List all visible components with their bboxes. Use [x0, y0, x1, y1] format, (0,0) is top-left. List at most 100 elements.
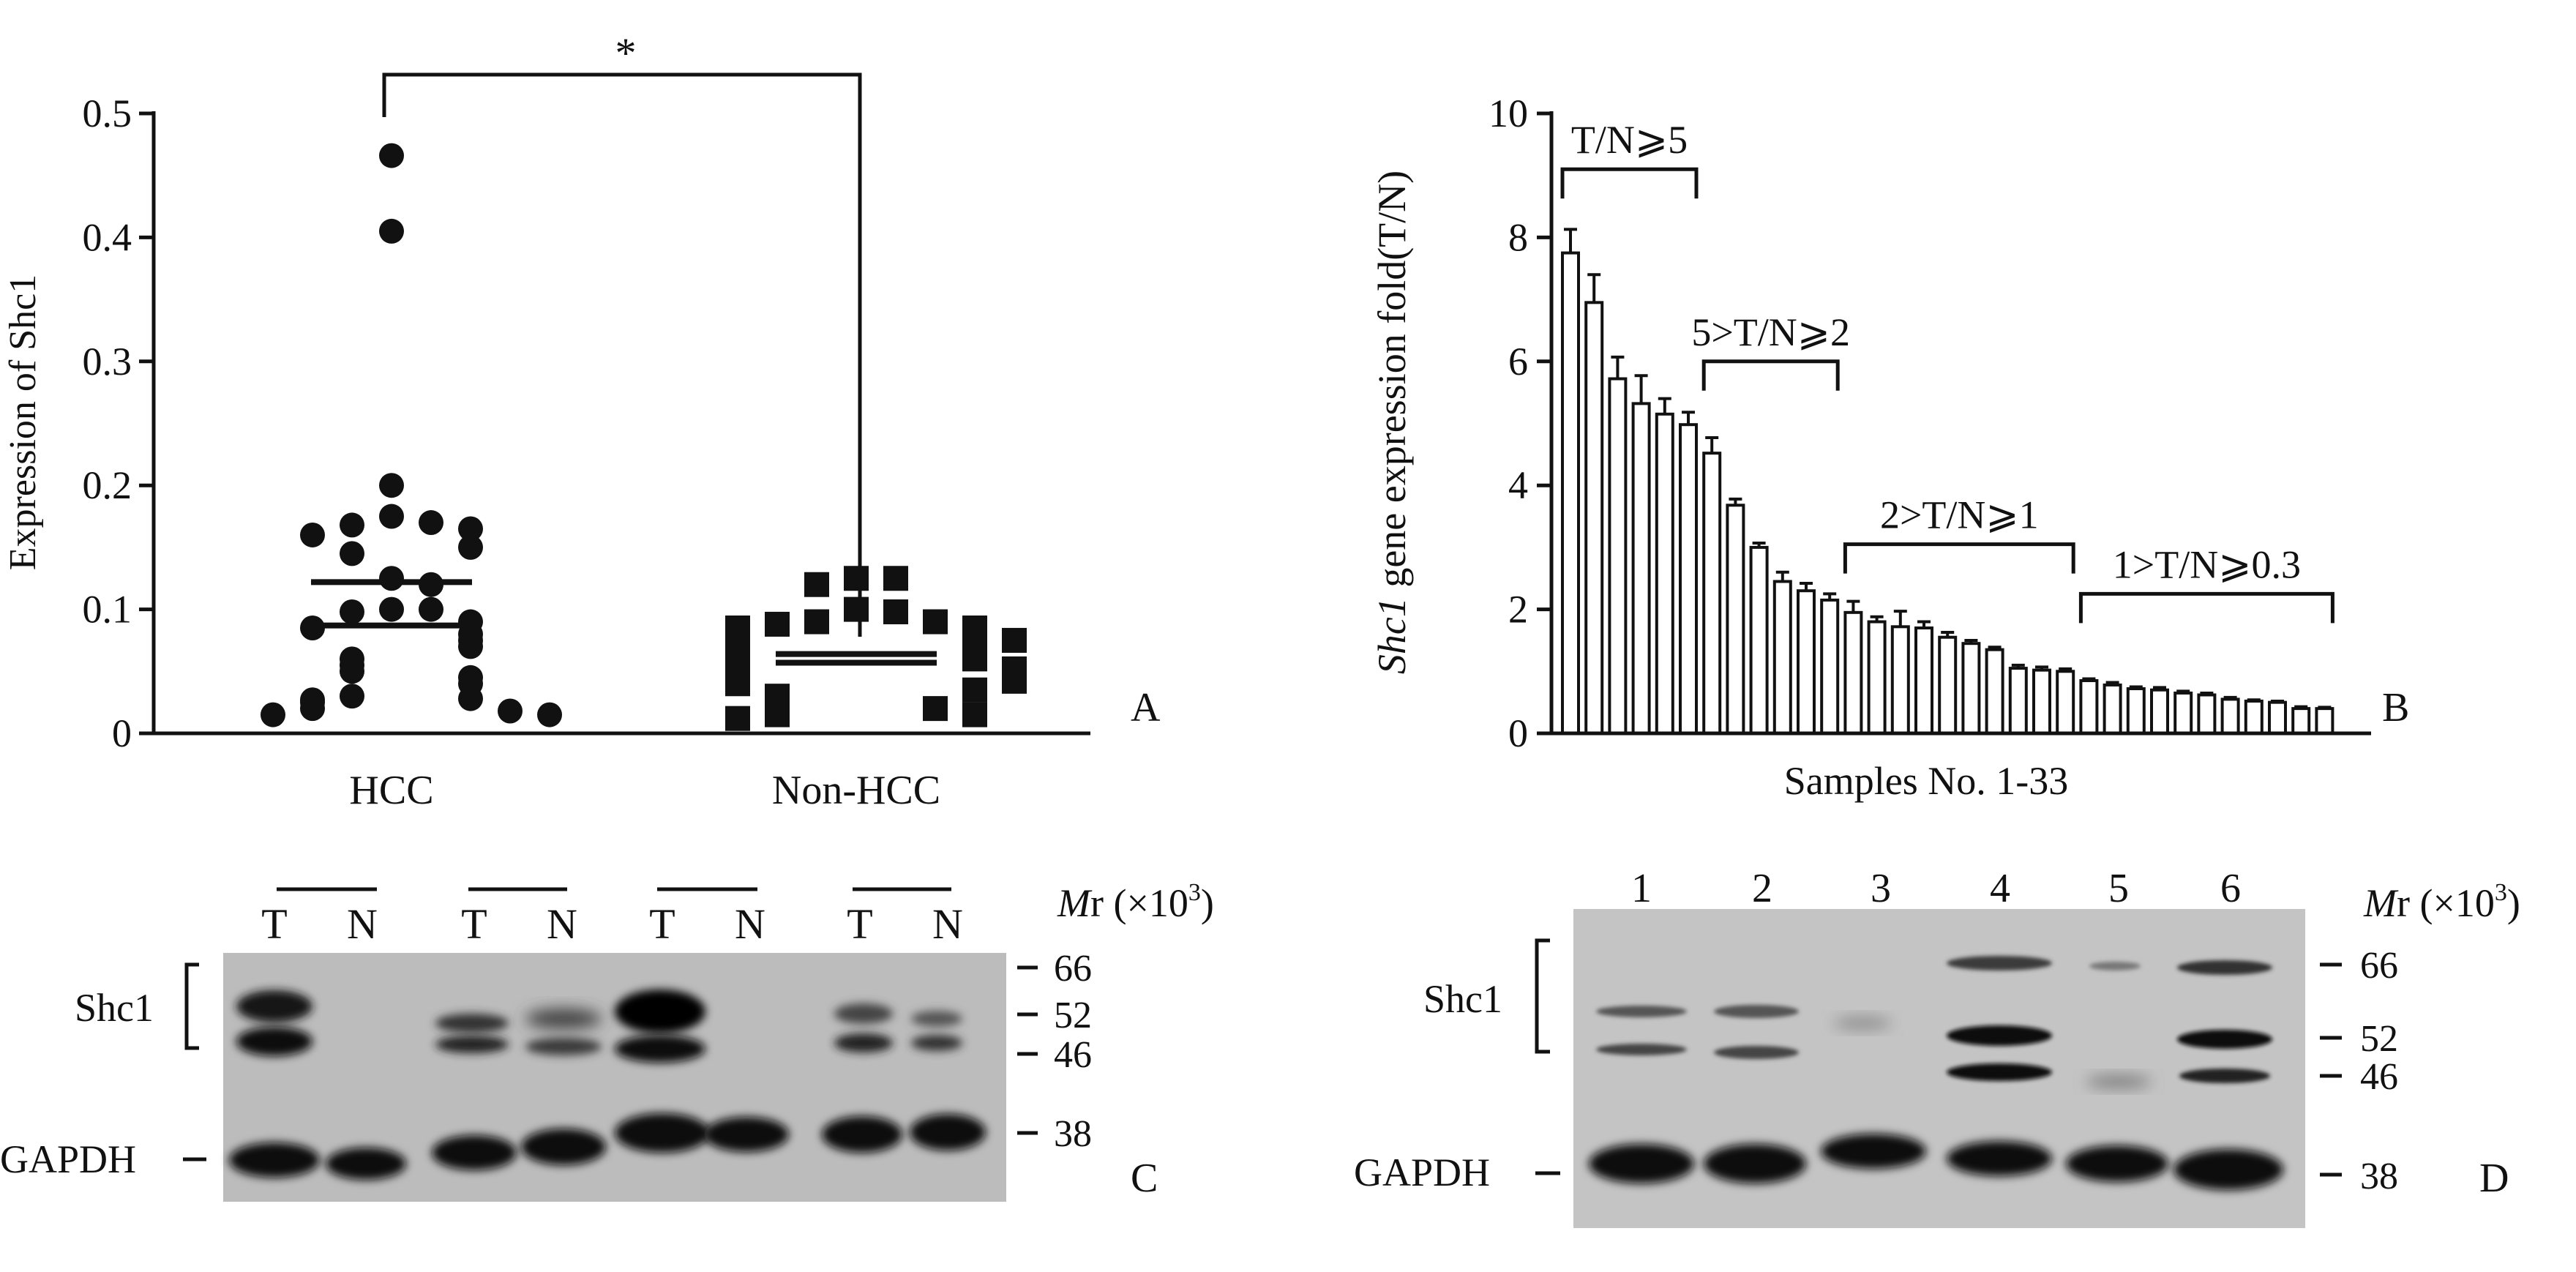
gapdh-band [432, 1135, 517, 1170]
data-point-hcc [340, 684, 364, 709]
bar [2008, 667, 2028, 735]
panel-d-letter: D [2479, 1156, 2509, 1201]
panel-a-letter: A [1131, 685, 1161, 730]
bar [1820, 598, 1840, 736]
bar [2056, 670, 2075, 735]
group-bracket-label: T/N⩾5 [1571, 118, 1688, 162]
gapdh-band [822, 1116, 902, 1153]
bar [2244, 699, 2264, 735]
band [911, 1035, 962, 1051]
panel-d: 1 2 3 4 5 6 Shc1 GAPDH 66 52 46 38 Mr (×… [1354, 866, 2520, 1228]
data-point-non-hcc [804, 572, 829, 597]
lane-label: 6 [2220, 866, 2241, 911]
data-point-hcc [300, 696, 325, 722]
data-point-hcc [458, 686, 483, 711]
band [1714, 1005, 1799, 1018]
blot-d-shc1-bracket [1535, 938, 1550, 1054]
y-tick-label: 2 [1508, 588, 1528, 632]
data-point-hcc [379, 218, 404, 244]
lane-label: T [461, 900, 487, 948]
bar [2291, 707, 2311, 735]
y-tick-label: 0.2 [83, 463, 132, 507]
y-tick-label: 8 [1508, 215, 1528, 259]
panel-a-mean-lines [311, 579, 937, 666]
y-tick-label: 4 [1508, 463, 1528, 507]
bar [2268, 700, 2287, 736]
data-point-non-hcc [725, 671, 750, 697]
blot-c-shc1-bracket [184, 962, 199, 1050]
y-tick-label: 0.5 [83, 91, 132, 135]
gapdh-band [1821, 1134, 1926, 1169]
bar [2126, 687, 2146, 735]
band [911, 1011, 962, 1027]
data-point-non-hcc [765, 702, 790, 727]
data-point-hcc [379, 473, 404, 498]
data-point-hcc [340, 541, 364, 566]
group-bracket-label: 1>T/N⩾0.3 [2113, 542, 2301, 586]
lane-label: 3 [1871, 866, 1891, 911]
panel-a-points [261, 143, 1027, 731]
lane-label: N [735, 900, 765, 948]
panel-c: T N T N T N T N Shc1 GAPDH 66 52 46 38 M… [0, 879, 1214, 1202]
bar [2079, 679, 2099, 736]
data-point-hcc [458, 634, 483, 659]
data-point-non-hcc [962, 702, 987, 727]
band [236, 990, 312, 1022]
panel-c-letter: C [1131, 1156, 1158, 1201]
mr-rest: r (×10 [2397, 881, 2495, 925]
lane-label: N [347, 900, 378, 948]
data-point-hcc [458, 534, 483, 560]
y-tick-label: 6 [1508, 340, 1528, 384]
bar [1631, 402, 1651, 735]
panel-b-x-label: Samples No. 1-33 [1784, 759, 2068, 803]
group-bracket-label: 2>T/N⩾1 [1880, 493, 2039, 537]
group-bracket-label: 5>T/N⩾2 [1691, 310, 1850, 354]
y-tick-label: 0.3 [83, 340, 132, 384]
bar [1985, 648, 2004, 736]
lane-label: 4 [1990, 866, 2010, 911]
bar [1914, 626, 1933, 736]
group-bracket [1560, 167, 1699, 199]
marker-label: 52 [2360, 1018, 2398, 1060]
data-point-non-hcc [923, 696, 948, 722]
bar [2032, 668, 2051, 736]
bar [1726, 504, 1745, 736]
bar [2220, 697, 2240, 735]
bar [2103, 683, 2122, 736]
bar [2174, 691, 2193, 736]
band [834, 1003, 893, 1024]
data-point-hcc [419, 596, 443, 622]
blot-c-shc1-label: Shc1 [75, 986, 154, 1030]
lane-label: 1 [1631, 866, 1652, 911]
panel-b-y-label: Shc1 gene expression fold(T/N) [1370, 171, 1414, 674]
marker-label: 46 [1054, 1034, 1092, 1076]
data-point-non-hcc [962, 646, 987, 672]
data-point-hcc [379, 596, 404, 622]
group-bracket [2078, 591, 2334, 624]
bar [1749, 545, 1769, 736]
band [834, 1033, 893, 1052]
data-point-non-hcc [962, 677, 987, 703]
lane-label: 2 [1752, 866, 1772, 911]
blot-d-gapdh-label: GAPDH [1354, 1151, 1490, 1194]
band [2089, 962, 2141, 970]
band [2086, 1076, 2152, 1088]
lane-label: T [649, 900, 675, 948]
significance-bracket [382, 72, 862, 637]
data-point-hcc [340, 512, 364, 538]
panel-b: 0 2 4 6 8 10 Shc1 gene expression fold(T/N) S… [1370, 91, 2409, 803]
y-tick-label: 0 [1508, 711, 1528, 755]
marker-label: 66 [1054, 948, 1092, 989]
blot-d-lane-labels: 1 2 3 4 5 6 [1631, 866, 2241, 911]
panel-b-brackets: T/N⩾5 5>T/N⩾2 2>T/N⩾1 1>T/N⩾0.3 [1560, 118, 2334, 624]
gapdh-band [1704, 1144, 1806, 1183]
data-point-hcc [379, 143, 404, 168]
gapdh-band [910, 1114, 986, 1151]
y-tick-label: 0 [112, 711, 132, 755]
panel-b-y-ticks: 0 2 4 6 8 10 [1489, 91, 1551, 755]
bar [2315, 707, 2334, 735]
bar [1867, 620, 1887, 735]
panel-b-y-label-rest: gene expression fold(T/N) [1370, 171, 1414, 597]
blot-c-marker-ticks [1017, 965, 1038, 1135]
bar [1890, 625, 1910, 735]
